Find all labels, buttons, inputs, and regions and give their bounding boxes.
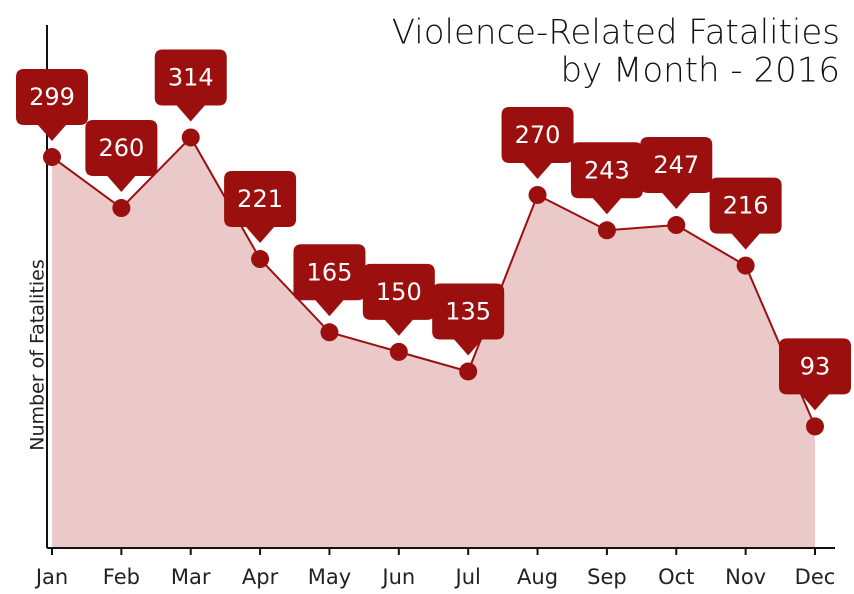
x-tick-label: Aug (517, 565, 558, 589)
point (597, 221, 616, 240)
point (112, 199, 131, 218)
chart-title: Violence-Related Fatalities (392, 13, 840, 53)
data-label: 299 (29, 83, 75, 111)
callout: 260 (85, 120, 158, 193)
point (251, 250, 270, 269)
data-label: 165 (307, 258, 353, 286)
line (51, 135, 816, 427)
x-tick-label: Oct (658, 565, 694, 589)
callout-box (293, 244, 366, 317)
data-label: 150 (376, 278, 422, 306)
data-label: 135 (445, 297, 491, 325)
callout: 299 (16, 69, 88, 142)
x-tick-label: Jun (380, 565, 415, 589)
data-label: 270 (515, 121, 561, 149)
area (52, 137, 815, 548)
callout: 216 (709, 177, 782, 250)
callout: 314 (154, 49, 227, 122)
point (43, 148, 61, 167)
callout: 150 (362, 263, 435, 336)
callout-box (501, 106, 574, 179)
point (181, 128, 200, 147)
x-tick-label: Nov (725, 565, 766, 589)
callout: 270 (501, 106, 574, 179)
x-tick-label: Sep (587, 565, 627, 589)
callout-box (154, 49, 227, 122)
callout-box (432, 283, 505, 356)
point (528, 185, 547, 204)
callout-box (640, 137, 713, 210)
data-label: 260 (98, 134, 144, 162)
callout-box (362, 263, 435, 336)
callout: 165 (293, 244, 366, 317)
point (667, 216, 686, 235)
callout-box (779, 338, 851, 411)
x-tick-label: Apr (242, 565, 279, 589)
point (320, 323, 339, 342)
callout: 221 (224, 171, 297, 244)
x-tick-label: Jan (34, 565, 68, 589)
data-label: 216 (723, 192, 769, 220)
x-tick-label: Feb (103, 565, 140, 589)
data-label: 243 (584, 156, 630, 184)
point (806, 417, 824, 436)
data-label: 314 (168, 63, 214, 91)
data-label: 247 (653, 151, 699, 179)
callout-box (709, 177, 782, 250)
x-tick-label: May (308, 565, 351, 589)
callout: 135 (432, 283, 505, 356)
callout: 247 (640, 137, 713, 210)
x-tick-label: Jul (454, 565, 481, 589)
data-label: 93 (800, 352, 831, 380)
point (389, 342, 408, 361)
y-axis-label: Number of Fatalities (27, 259, 49, 451)
callout: 93 (779, 338, 851, 411)
point (736, 256, 755, 275)
x-tick-label: Dec (795, 565, 836, 589)
callout-box (16, 69, 88, 142)
callout-box (224, 171, 297, 244)
callout-box (85, 120, 158, 193)
chart-title: by Month - 2016 (561, 51, 841, 91)
x-tick-label: Mar (171, 565, 211, 589)
point (459, 362, 478, 381)
data-label: 221 (237, 185, 283, 213)
callout-box (570, 142, 643, 215)
callout: 243 (570, 142, 643, 215)
